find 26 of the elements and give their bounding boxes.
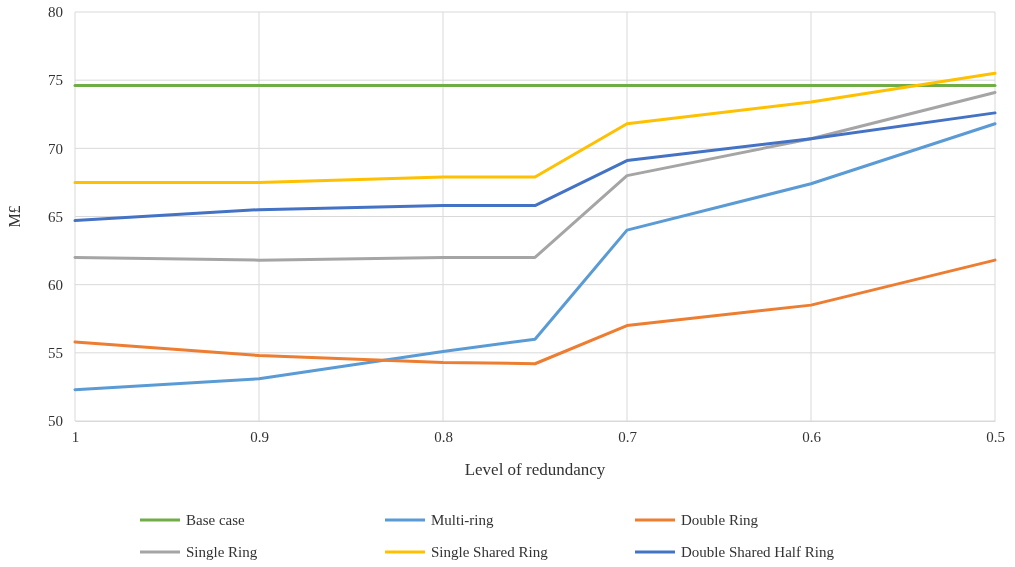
- x-tick-label: 0.7: [618, 428, 638, 445]
- x-axis-title: Level of redundancy: [464, 460, 606, 479]
- x-tick-label: 1: [71, 428, 80, 445]
- legend-label: Multi-ring: [431, 512, 494, 528]
- legend-label: Double Ring: [681, 512, 759, 528]
- y-tick-label: 75: [48, 72, 63, 89]
- y-tick-label: 55: [48, 345, 63, 362]
- legend-label: Single Shared Ring: [431, 544, 549, 560]
- legend-label: Double Shared Half Ring: [681, 544, 835, 560]
- x-tick-label: 0.6: [802, 428, 822, 445]
- y-tick-label: 70: [48, 140, 63, 157]
- line-series: [73, 90, 997, 262]
- x-tick-label: 0.5: [986, 428, 1005, 445]
- y-axis-title: M£: [6, 205, 23, 228]
- y-tick-label: 65: [48, 208, 63, 225]
- legend-label: Single Ring: [186, 544, 258, 560]
- line-series: [73, 71, 997, 184]
- line-series: [73, 258, 997, 366]
- line-series: [73, 111, 997, 223]
- x-tick-label: 0.9: [250, 428, 269, 445]
- x-tick-label: 0.8: [434, 428, 453, 445]
- line-series: [73, 122, 997, 392]
- legend-label: Base case: [186, 512, 246, 528]
- y-tick-label: 50: [48, 413, 63, 430]
- y-tick-label: 60: [48, 276, 63, 293]
- y-tick-label: 80: [48, 4, 63, 21]
